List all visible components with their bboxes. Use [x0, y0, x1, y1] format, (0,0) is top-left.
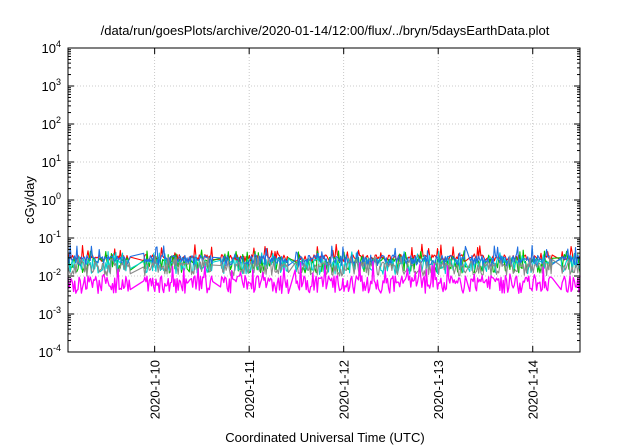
- x-tick-label: 2020-1-11: [242, 360, 257, 418]
- y-tick-label: 102: [42, 115, 61, 132]
- x-tick-label: 2020-1-10: [148, 360, 163, 419]
- chart-title: /data/run/goesPlots/archive/2020-01-14/1…: [101, 23, 550, 38]
- x-tick-label: 2020-1-14: [526, 360, 541, 419]
- y-tick-label: 10-1: [39, 229, 61, 246]
- y-axis-label: cGy/day: [22, 176, 37, 224]
- series-line: [67, 261, 581, 294]
- y-tick-labels: 10-4 10-3 10-2 10-1 100 101 102 103 104: [39, 39, 61, 360]
- y-tick-label: 10-2: [39, 267, 61, 284]
- y-tick-label: 100: [42, 191, 61, 208]
- y-tick-label: 104: [42, 39, 61, 56]
- series-line: [67, 254, 581, 277]
- series-line: [67, 244, 581, 267]
- y-tick-label: 10-4: [39, 343, 61, 360]
- tick-marks: [68, 47, 580, 353]
- x-tick-labels: 2020-1-10 2020-1-11 2020-1-12 2020-1-13 2020…: [148, 360, 541, 419]
- y-tick-label: 101: [42, 153, 61, 170]
- series-layer: [67, 243, 581, 294]
- x-tick-label: 2020-1-13: [431, 360, 446, 419]
- grid-lines: [68, 48, 580, 352]
- y-tick-label: 103: [42, 77, 61, 94]
- x-tick-label: 2020-1-12: [337, 360, 352, 419]
- x-axis-label: Coordinated Universal Time (UTC): [225, 430, 424, 445]
- y-tick-label: 10-3: [39, 305, 61, 322]
